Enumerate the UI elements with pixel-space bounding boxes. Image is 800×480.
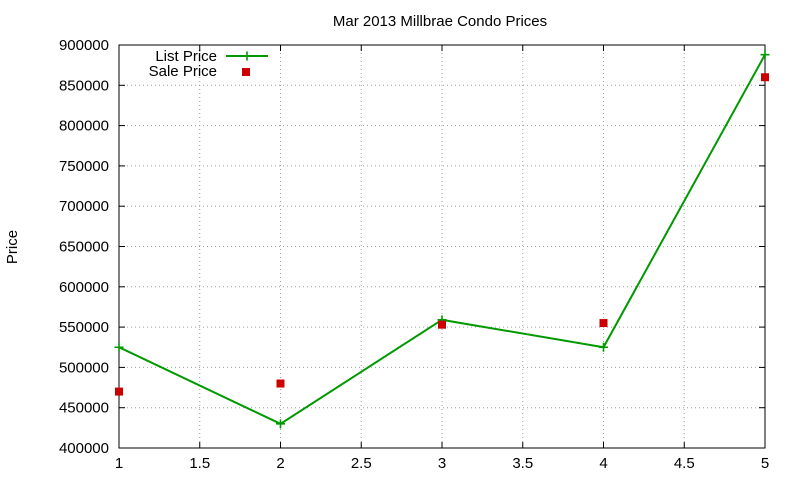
y-axis-label: Price: [4, 230, 21, 264]
y-tick-label: 850000: [59, 77, 109, 94]
y-tick-label: 600000: [59, 279, 109, 296]
y-tick-label: 450000: [59, 400, 109, 417]
sale-price-point: [115, 387, 123, 396]
x-tick-label: 3.5: [512, 455, 533, 472]
legend-label-sale-price: Sale Price: [149, 63, 217, 80]
legend-marker-list-price: [242, 51, 252, 61]
chart-title: Mar 2013 Millbrae Condo Prices: [333, 13, 547, 30]
y-tick-label: 750000: [59, 158, 109, 175]
legend-label-list-price: List Price: [155, 48, 217, 65]
grid: [119, 45, 765, 448]
y-tick-label: 700000: [59, 198, 109, 215]
legend-marker-sale-price: [242, 68, 250, 76]
sale-price-point: [761, 73, 769, 82]
plot-series: [114, 50, 770, 429]
y-tick-label: 800000: [59, 118, 109, 135]
x-tick-label: 3: [438, 455, 446, 472]
x-tick-label: 1: [115, 455, 123, 472]
list-price-line: [118, 54, 766, 425]
sale-price-point: [599, 319, 608, 328]
x-axis: 1 1.5 2 2.5 3 3.5 4 4.5 5: [115, 45, 769, 472]
y-tick-label: 400000: [59, 440, 109, 457]
list-price-point: [599, 342, 608, 352]
list-price-point: [276, 419, 285, 429]
x-tick-label: 1.5: [189, 455, 210, 472]
x-tick-label: 4.5: [674, 455, 695, 472]
sale-price-point: [438, 320, 446, 329]
x-tick-label: 2.5: [351, 455, 372, 472]
y-tick-label: 500000: [59, 359, 109, 376]
x-tick-label: 2: [276, 455, 284, 472]
y-tick-label: 550000: [59, 319, 109, 336]
y-tick-label: 900000: [59, 37, 109, 54]
y-tick-label: 650000: [59, 239, 109, 256]
list-price-point: [760, 50, 770, 60]
x-tick-label: 4: [599, 455, 607, 472]
sale-price-point: [276, 379, 285, 388]
y-axis: 400000 450000 500000 550000 600000 650000 7000…: [59, 37, 765, 457]
x-tick-label: 5: [761, 455, 769, 472]
list-price-point: [114, 342, 124, 352]
